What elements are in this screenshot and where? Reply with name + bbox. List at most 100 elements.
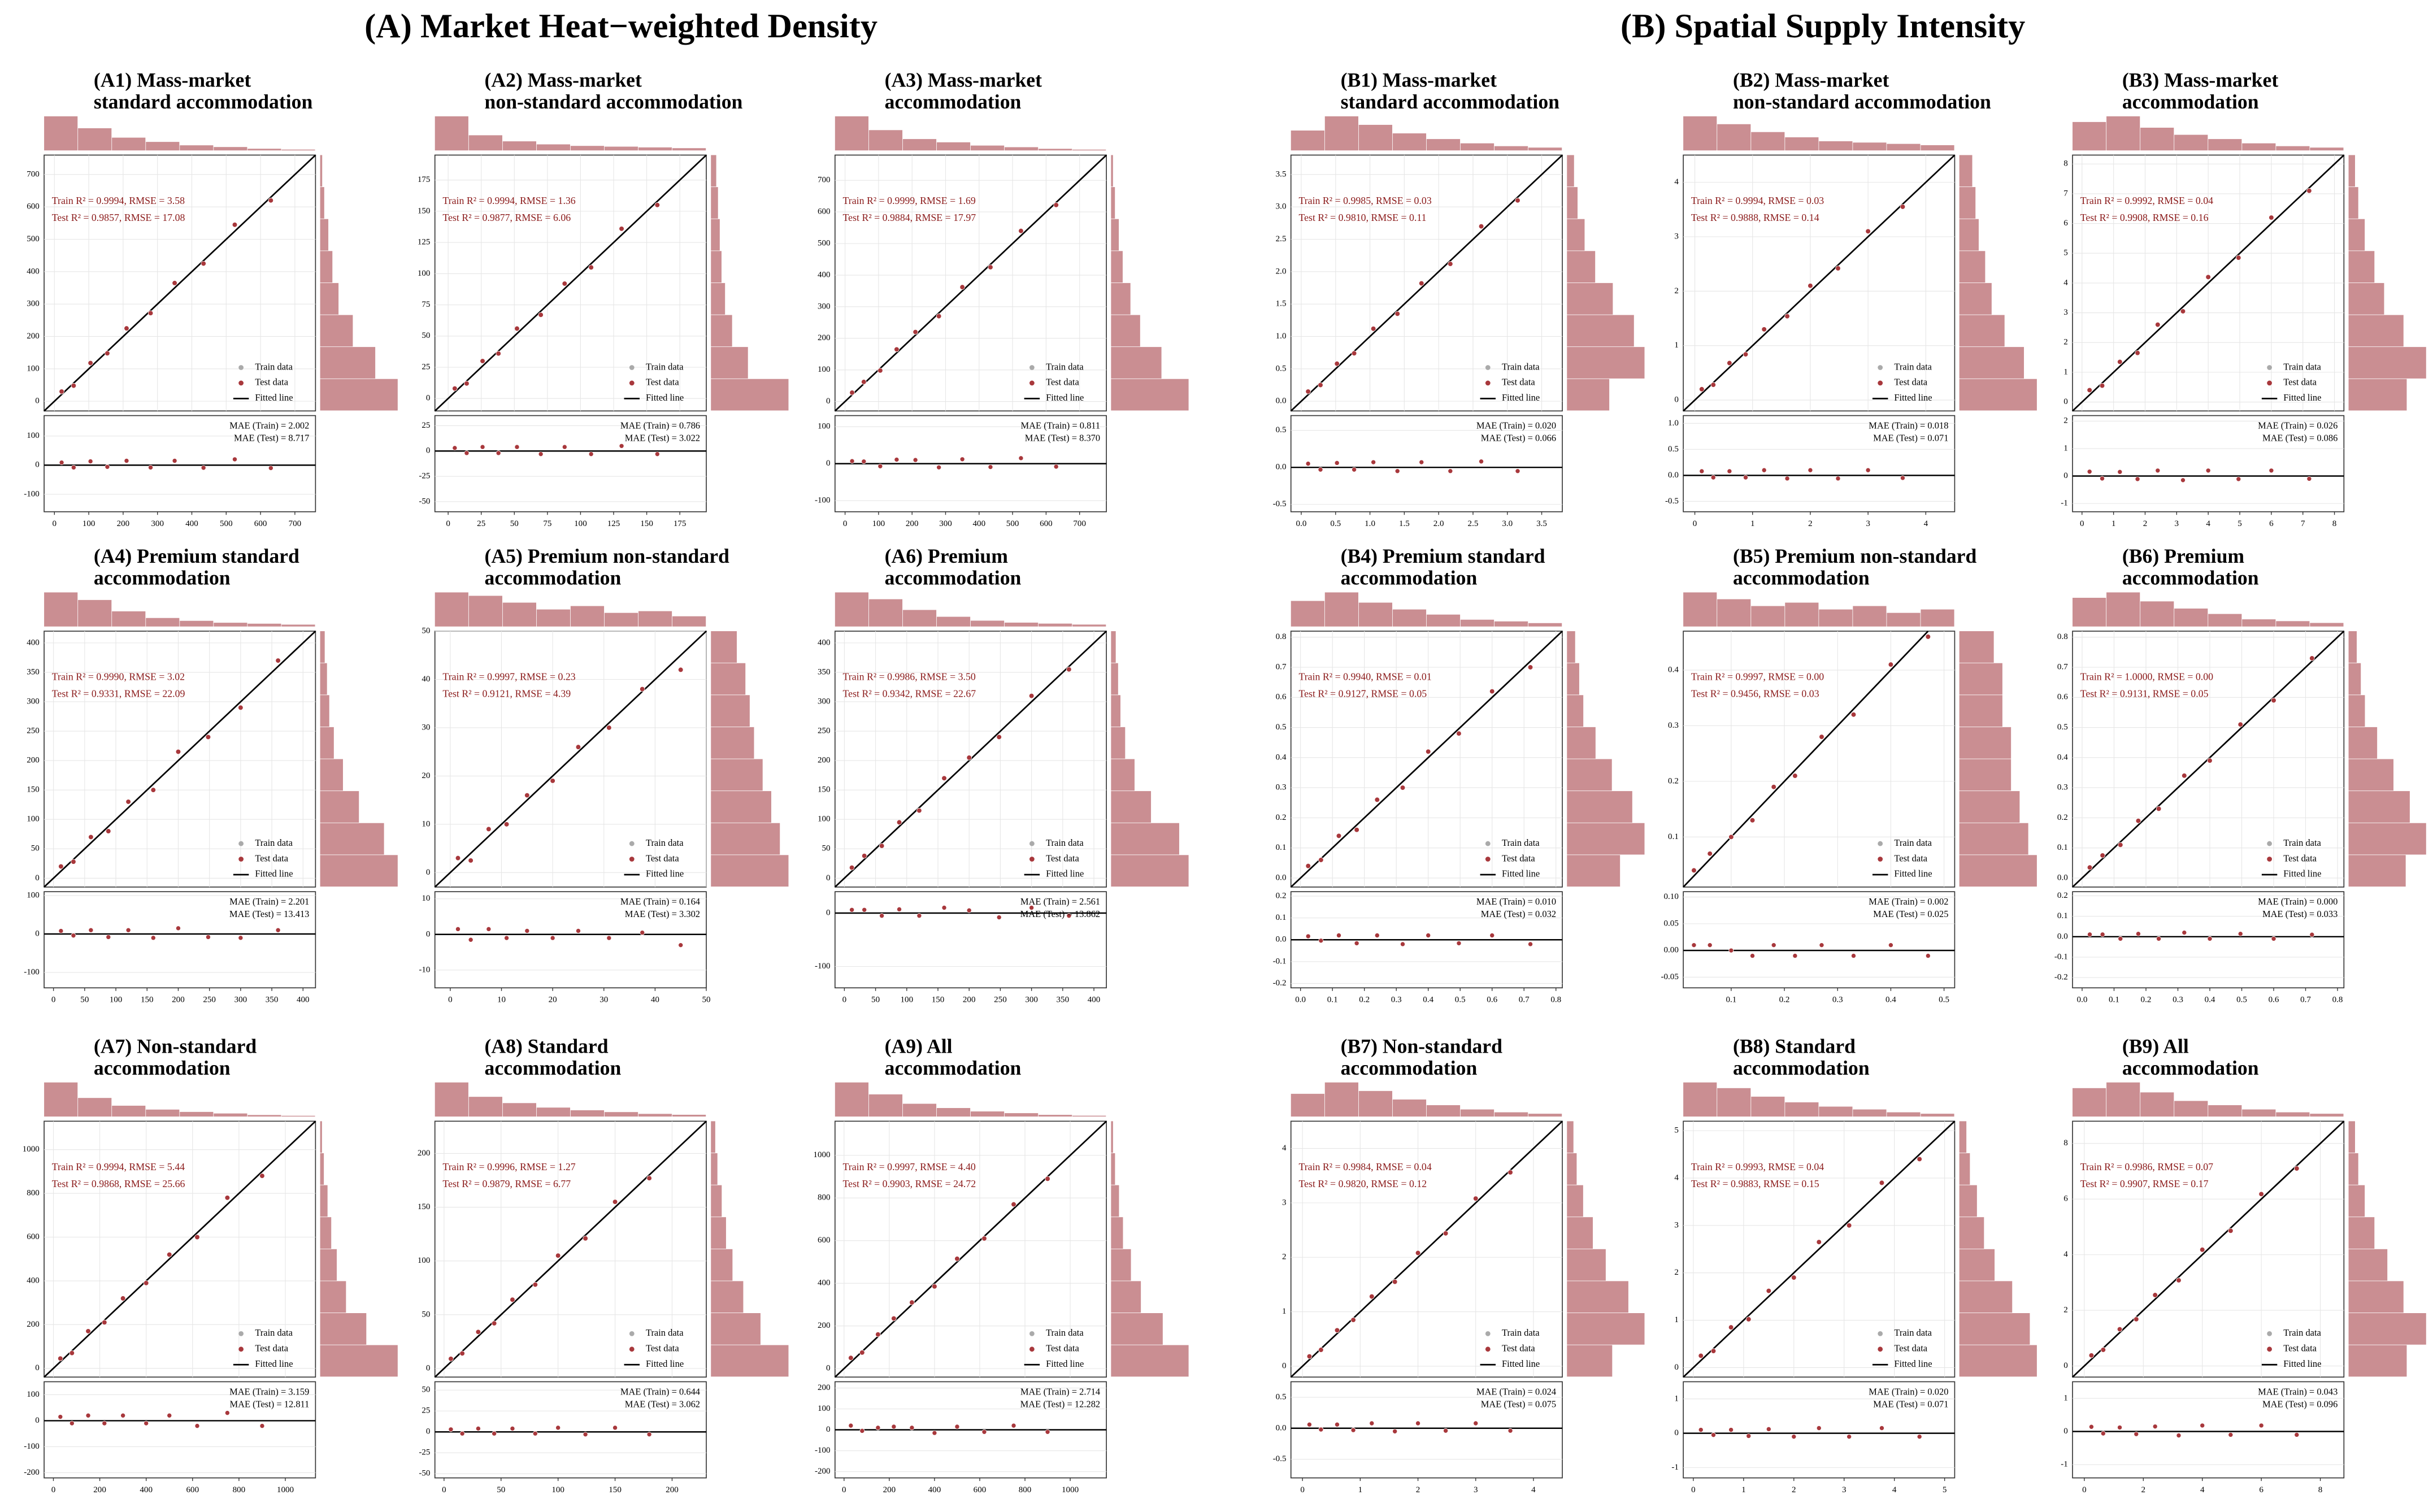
test-point	[1691, 867, 1697, 874]
residual-point	[1352, 467, 1357, 472]
right-hist-bar	[1959, 727, 2011, 759]
test-point	[538, 312, 544, 318]
y-tick-label: 2.0	[1276, 267, 1287, 276]
top-hist-bar	[502, 141, 537, 151]
top-hist-bar	[1683, 1082, 1717, 1117]
legend-label: Test data	[646, 1343, 679, 1354]
residual-point	[1336, 932, 1342, 939]
stats: Test R² = 0.9820, RMSE = 0.12	[1298, 1178, 1427, 1189]
right-hist-bar	[1567, 187, 1578, 219]
residual-point	[167, 1413, 172, 1418]
y-tick-label: 0	[2063, 1361, 2068, 1370]
top-hist-bar	[1751, 1096, 1785, 1117]
right-hist-bar	[711, 251, 722, 283]
x-tick-label: 250	[994, 996, 1007, 1005]
y-tick-label: 0.3	[2057, 783, 2068, 792]
residual-point	[2309, 932, 2315, 937]
top-hist-bar	[1683, 116, 1717, 151]
top-hist-bar	[435, 592, 468, 627]
x-tick-label: 100	[82, 519, 95, 528]
top-hist-bar	[468, 596, 502, 627]
top-hist-bar	[146, 142, 180, 151]
test-point	[238, 705, 244, 711]
y-tick-label: 2	[1282, 1253, 1287, 1262]
y-tick-label: 0.8	[2057, 632, 2068, 641]
x-tick-label: 800	[233, 1485, 246, 1494]
mae: MAE (Train) = 0.002	[1869, 896, 1948, 907]
y-tick-label: 100	[418, 1256, 431, 1265]
r-tick-label: -0.05	[1661, 972, 1678, 981]
top-hist-bar	[1358, 602, 1393, 627]
top-hist-bar	[1039, 149, 1072, 151]
y-tick-label: 400	[818, 270, 831, 279]
y-tick-label: 0.3	[1668, 721, 1679, 730]
residual-point	[455, 926, 461, 932]
stats: Test R² = 0.9868, RMSE = 25.66	[52, 1178, 185, 1189]
top-hist-bar	[502, 602, 537, 627]
residual-point	[201, 465, 206, 471]
test-point	[1394, 311, 1401, 317]
legend-label: Fitted line	[1046, 868, 1084, 879]
x-tick-label: 50	[80, 996, 89, 1005]
y-tick-label: 50	[31, 844, 40, 853]
test-point	[524, 792, 530, 798]
plot-frame	[835, 631, 1107, 888]
y-tick-label: 0	[826, 1364, 831, 1373]
test-point	[1053, 202, 1059, 208]
legend-key	[629, 365, 635, 370]
x-tick-label: 2	[1416, 1485, 1420, 1494]
x-tick-label: 3	[1474, 1485, 1478, 1494]
group-title: (A) Market Heat−weighted Density	[364, 7, 877, 45]
y-tick-label: 0.6	[1276, 693, 1287, 702]
top-hist-bar	[1887, 1112, 1921, 1117]
residual-point	[879, 913, 885, 919]
r-tick-label: -100	[24, 1442, 40, 1451]
test-point	[849, 864, 855, 871]
residual-point	[496, 450, 501, 456]
legend-key	[1878, 1346, 1883, 1352]
residual-point	[1850, 953, 1857, 959]
r-tick-label: 0	[35, 1416, 40, 1425]
top-hist-bar	[281, 624, 315, 627]
top-hist-bar	[1853, 606, 1887, 627]
test-point	[496, 350, 501, 357]
x-tick-label: 0	[842, 996, 847, 1005]
y-tick-label: 500	[818, 238, 831, 247]
residual-point	[1865, 467, 1871, 473]
residual-point	[475, 1426, 481, 1431]
residual-point	[125, 927, 131, 933]
test-point	[1808, 283, 1813, 289]
top-hist-bar	[44, 1082, 78, 1117]
r-tick-label: -10	[419, 965, 430, 974]
stats: Test R² = 0.9121, RMSE = 4.39	[442, 688, 571, 699]
right-hist-bar	[2348, 187, 2358, 219]
mae: MAE (Train) = 2.561	[1020, 896, 1100, 907]
legend-label: Fitted line	[1502, 868, 1540, 879]
stats: Test R² = 0.9456, RMSE = 0.03	[1691, 688, 1819, 699]
right-hist-bar	[1111, 283, 1131, 315]
x-tick-label: 1	[2112, 519, 2116, 528]
top-hist-bar	[78, 1098, 112, 1117]
top-hist-bar	[281, 149, 315, 151]
top-hist-bar	[970, 620, 1005, 627]
right-hist-bar	[1111, 727, 1126, 759]
r-tick-label: -0.5	[1665, 497, 1679, 506]
top-hist-bar	[2140, 127, 2174, 151]
r-tick-label: 0.05	[1664, 919, 1679, 928]
x-tick-label: 3.5	[1536, 519, 1547, 528]
residual-point	[2135, 931, 2141, 937]
panel-title: (A7) Non-standard	[94, 1035, 257, 1058]
residual-point	[2152, 1424, 2158, 1430]
right-hist-bar	[711, 1281, 744, 1313]
right-hist-bar	[2348, 791, 2410, 823]
y-tick-label: 0.6	[2057, 693, 2068, 702]
residual-point	[2087, 469, 2092, 475]
x-tick-label: 100	[110, 996, 123, 1005]
x-tick-label: 2	[2143, 519, 2148, 528]
residual-point	[1419, 459, 1424, 465]
residual-point	[1847, 1434, 1852, 1440]
test-point	[475, 1329, 481, 1335]
right-hist-bar	[320, 1249, 337, 1281]
x-tick-label: 0.2	[1359, 996, 1370, 1005]
right-hist-bar	[1959, 855, 2037, 887]
